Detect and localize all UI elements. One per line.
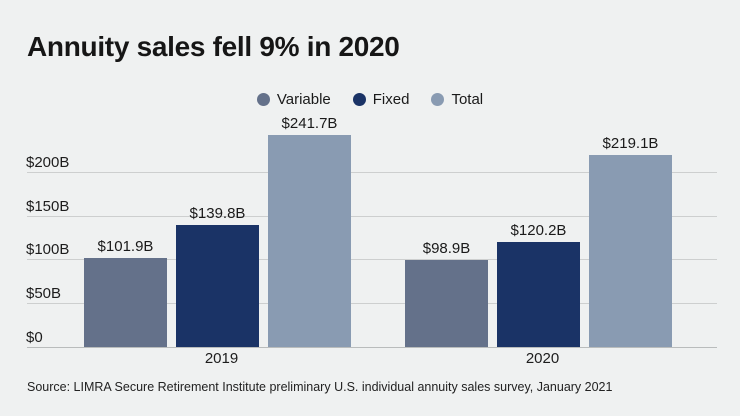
gridline-100 (27, 259, 717, 261)
legend-dot-icon (256, 93, 270, 106)
bar-total-2020 (589, 155, 672, 347)
legend-item-fixed: Fixed (352, 91, 410, 108)
legend-dot-icon (431, 93, 445, 106)
bar-variable-2019 (84, 257, 167, 347)
bar-value-label-fixed-2020: $120.2B (510, 221, 567, 239)
bar-value-label-total-2020: $219.1B (602, 135, 659, 153)
source-attribution: Source: LIMRA Secure Retirement Institut… (27, 380, 613, 394)
gridline-150 (27, 215, 717, 217)
legend-label: Fixed (372, 91, 410, 108)
y-axis-tick-label: $150B (26, 197, 70, 215)
bar-value-label-fixed-2019: $139.8B (189, 204, 246, 222)
legend-item-total: Total (431, 91, 483, 108)
x-axis-category-label-2020: 2020 (525, 350, 560, 367)
bar-total-2019 (268, 135, 351, 347)
legend-label: Variable (276, 91, 331, 108)
chart-legend: Variable Fixed Total (0, 91, 740, 108)
gridline-0 (27, 347, 717, 348)
legend-item-variable: Variable (256, 91, 331, 108)
chart-title: Annuity sales fell 9% in 2020 (27, 31, 400, 62)
gridline-200 (27, 171, 717, 173)
y-axis-tick-label: $0 (26, 329, 43, 346)
y-axis-tick-label: $100B (26, 241, 70, 259)
legend-label: Total (451, 91, 484, 108)
bar-fixed-2020 (497, 241, 580, 347)
bar-fixed-2019 (176, 224, 259, 347)
x-axis-category-label-2019: 2019 (204, 350, 239, 367)
bar-value-label-variable-2020: $98.9B (422, 240, 471, 258)
gridline-50 (27, 303, 717, 305)
y-axis-tick-label: $50B (26, 285, 62, 303)
bar-variable-2020 (405, 260, 488, 347)
y-axis-tick-label: $200B (26, 153, 70, 171)
bar-value-label-total-2019: $241.7B (281, 115, 338, 133)
legend-dot-icon (352, 93, 366, 106)
bar-value-label-variable-2019: $101.9B (97, 237, 154, 255)
